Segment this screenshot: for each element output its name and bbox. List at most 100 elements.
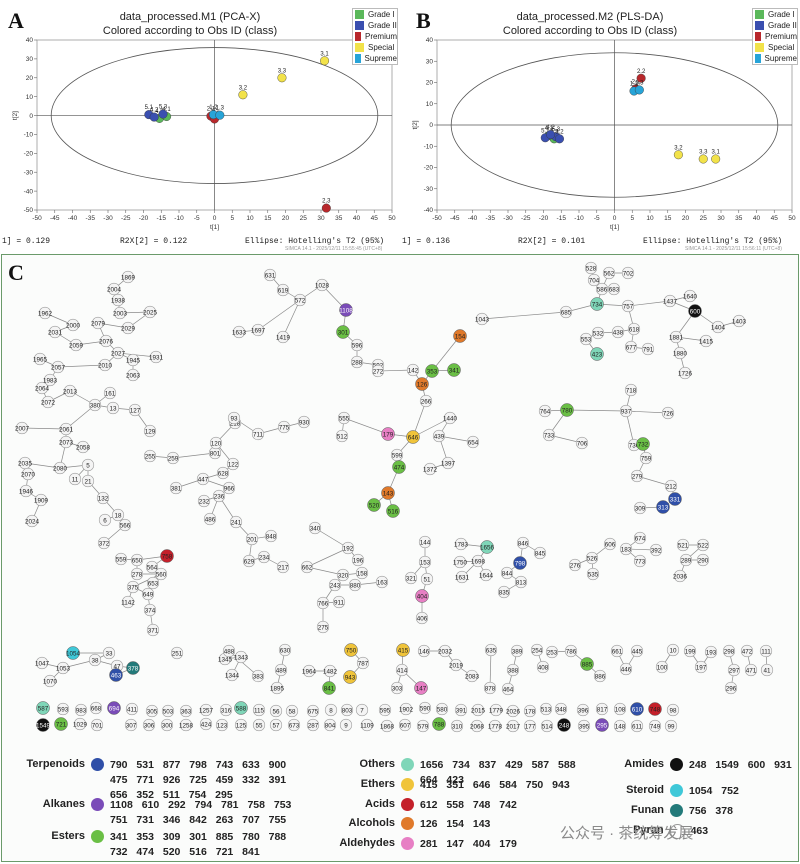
- network-node: [322, 681, 336, 695]
- legend-a-supreme-label: Supreme: [364, 54, 397, 63]
- network-node-label: 55: [255, 722, 263, 729]
- network-node: [145, 560, 159, 574]
- network-node: [545, 645, 559, 659]
- network-node-label: 439: [434, 433, 445, 440]
- network-node: [48, 325, 62, 339]
- network-node: [15, 421, 29, 435]
- network-node: [316, 596, 330, 610]
- network-node-label: 766: [318, 600, 329, 607]
- network-node: [641, 342, 655, 356]
- network-node-label: 607: [400, 722, 411, 729]
- network-edge: [431, 335, 461, 372]
- network-node-label: 590: [420, 705, 431, 712]
- network-node-label: 653: [148, 580, 159, 587]
- network-node: [121, 321, 135, 335]
- data-point: [554, 134, 564, 144]
- network-node-label: 158: [357, 570, 368, 577]
- network-node-label: 8: [329, 707, 333, 714]
- network-node: [484, 643, 498, 657]
- network-node-label: 300: [162, 722, 173, 729]
- data-point: [634, 85, 644, 95]
- network-node-label: 58: [288, 708, 296, 715]
- y-tick-label: -40: [424, 207, 434, 214]
- network-node: [479, 568, 493, 582]
- network-node: [418, 535, 432, 549]
- x-tick-label: 0: [213, 215, 217, 222]
- network-node-label: 516: [388, 508, 399, 515]
- x-tick-label: 25: [700, 215, 708, 222]
- legend-b-grade-ii-label: Grade II: [768, 21, 797, 30]
- network-node: [497, 585, 511, 599]
- y-tick-label: -50: [24, 207, 34, 214]
- network-node: [179, 718, 193, 732]
- network-node: [450, 719, 464, 733]
- network-node-label: 276: [570, 562, 581, 569]
- panel-b-footer-mid: R2X[2] = 0.101: [518, 237, 586, 246]
- network-node-label: 757: [623, 303, 634, 310]
- network-node-label: 404: [417, 593, 428, 600]
- network-node-label: 303: [392, 685, 403, 692]
- class-legend-steroid: Steroid 1054 752: [600, 784, 800, 799]
- network-node: [89, 701, 103, 715]
- network-node-label: 2026: [506, 708, 521, 715]
- x-tick-label: -45: [450, 215, 460, 222]
- panel-label-c: C: [8, 260, 24, 285]
- network-node-label: 278: [132, 571, 143, 578]
- network-edge: [57, 364, 106, 368]
- network-node-label: 2068: [470, 723, 485, 730]
- network-node: [399, 702, 413, 716]
- network-node: [196, 472, 210, 486]
- network-node-label: 911: [334, 599, 345, 606]
- network-node: [98, 358, 112, 372]
- network-node-label: 764: [540, 408, 551, 415]
- network-node-label: 438: [613, 329, 624, 336]
- network-node-label: 1482: [323, 668, 338, 675]
- network-node: [630, 644, 644, 658]
- network-node-label: 99: [667, 723, 675, 730]
- x-tick-label: -30: [103, 215, 113, 222]
- network-node: [343, 670, 357, 684]
- network-node: [251, 323, 265, 337]
- network-node: [54, 717, 68, 731]
- class-legend-funan: Funan 756 378: [600, 804, 800, 819]
- network-node-label: 930: [299, 419, 310, 426]
- point-label: 3.3: [699, 150, 708, 156]
- network-node: [341, 541, 355, 555]
- data-point: [673, 150, 683, 160]
- network-node-label: 786: [566, 648, 577, 655]
- network-node-label: 674: [635, 535, 646, 542]
- hotelling-ellipse: [450, 52, 779, 198]
- class-legend: Terpenoids 790 531 877 798 743 633 900 47…: [0, 752, 800, 862]
- x-axis-label: t[1]: [610, 224, 619, 231]
- x-tick-label: -45: [50, 215, 60, 222]
- panel-a-title-text: data_processed.M1 (PCA-X): [119, 11, 261, 23]
- x-tick-label: -35: [86, 215, 96, 222]
- network-node: [355, 703, 369, 717]
- panel-b-footer-right: Ellipse: Hotelling's T2 (95%): [643, 237, 783, 246]
- network-node-label: 521: [678, 542, 689, 549]
- network-node-label: 241: [231, 519, 242, 526]
- network-node: [673, 569, 687, 583]
- network-node: [118, 518, 132, 532]
- network-node-label: 1053: [56, 665, 71, 672]
- network-node: [621, 266, 635, 280]
- network-node-label: 447: [198, 476, 209, 483]
- swatch-grade-ii: [755, 21, 764, 30]
- network-node-label: 13: [109, 405, 117, 412]
- network-node-label: 662: [302, 564, 313, 571]
- network-node: [639, 451, 653, 465]
- panel-a-footer-left: 1] = 0.129: [2, 237, 51, 246]
- y-tick-label: 0: [29, 113, 33, 120]
- network-node-label: 2059: [69, 342, 84, 349]
- network-node: [390, 681, 404, 695]
- network-node-label: 143: [383, 490, 394, 497]
- network-node: [102, 646, 116, 660]
- network-node: [465, 669, 479, 683]
- legend-b-premium: Premium: [753, 31, 797, 42]
- network-node: [355, 566, 369, 580]
- network-node-label: 619: [278, 287, 289, 294]
- y-tick-label: 30: [26, 56, 34, 63]
- class-members: 248 1549 600 931: [689, 759, 792, 771]
- network-node: [696, 553, 710, 567]
- network-node: [688, 304, 702, 318]
